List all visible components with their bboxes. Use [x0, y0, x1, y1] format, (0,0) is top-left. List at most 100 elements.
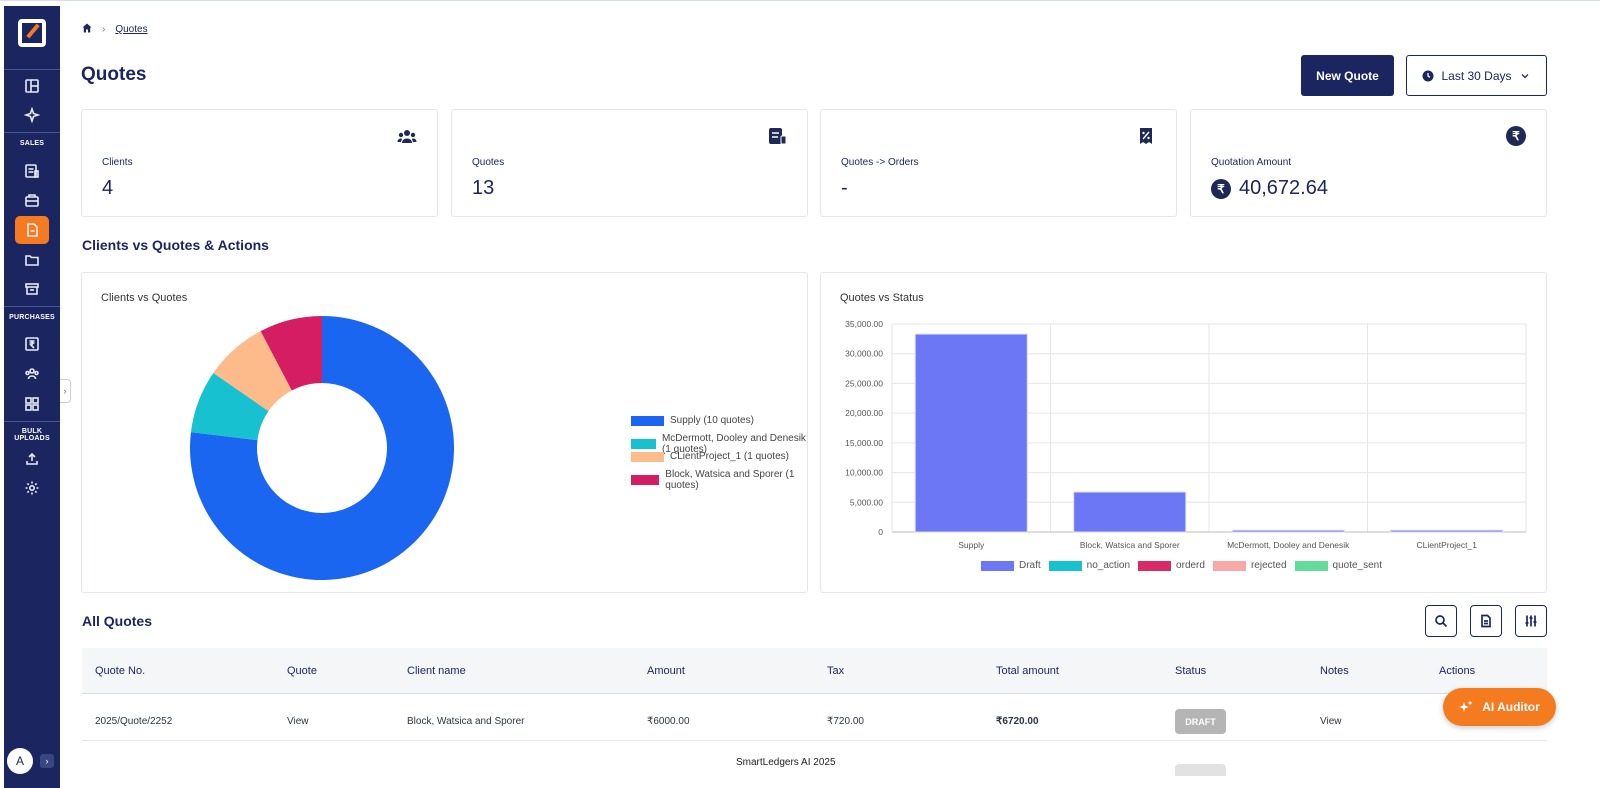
sidebar-item-settings[interactable] — [15, 474, 49, 502]
ai-auditor-label: AI Auditor — [1482, 700, 1540, 714]
invoice-icon — [25, 164, 39, 178]
legend-item[interactable]: Block, Watsica and Sporer (1 quotes) — [631, 469, 807, 491]
legend-swatch — [631, 451, 664, 462]
legend-swatch — [1294, 560, 1328, 571]
chart-title: Clients vs Quotes — [101, 292, 188, 304]
briefcase-icon — [25, 194, 39, 207]
column-header[interactable]: Tax — [827, 665, 845, 677]
legend-swatch — [1048, 560, 1082, 571]
new-quote-button[interactable]: New Quote — [1301, 55, 1394, 96]
bar[interactable] — [1073, 491, 1187, 533]
column-header[interactable]: Status — [1175, 665, 1207, 677]
breadcrumb-current[interactable]: Quotes — [115, 24, 148, 35]
sidebar-item-ai[interactable] — [15, 101, 49, 129]
charts-section-title: Clients vs Quotes & Actions — [82, 237, 269, 253]
legend-swatch — [631, 439, 656, 449]
chevron-right-icon: › — [102, 24, 106, 35]
percent-receipt-icon — [1140, 128, 1152, 144]
donut-slice[interactable] — [260, 316, 322, 391]
bar[interactable] — [914, 333, 1028, 533]
table-row[interactable]: 2025/Quote/2252 View Block, Watsica and … — [82, 695, 1547, 741]
stat-card-quotation-amount: ₹ Quotation Amount ₹ 40,672.64 — [1190, 109, 1547, 217]
sidebar-item-bills[interactable] — [15, 330, 49, 358]
stat-label: Clients — [102, 157, 133, 168]
upload-icon — [26, 452, 38, 465]
legend-item[interactable]: CLientProject_1 (1 quotes) — [631, 451, 789, 462]
archive-icon — [25, 283, 39, 295]
legend-swatch — [1138, 560, 1172, 571]
column-header[interactable]: Total amount — [996, 665, 1059, 677]
app-logo[interactable] — [18, 19, 46, 47]
date-range-dropdown[interactable]: Last 30 Days — [1406, 55, 1547, 96]
sidebar-section-sales: SALES — [19, 140, 45, 147]
legend-item[interactable]: rejected — [1212, 560, 1287, 571]
sidebar-item-folders[interactable] — [15, 246, 49, 274]
legend-swatch — [631, 475, 660, 485]
y-tick-label: 20,000.00 — [845, 408, 883, 418]
home-icon[interactable] — [82, 23, 92, 36]
sidebar-item-vendors[interactable] — [15, 360, 49, 388]
x-tick-label: CLientProject_1 — [1417, 540, 1478, 550]
chevron-down-icon — [1521, 73, 1528, 78]
y-tick-label: 30,000.00 — [845, 349, 883, 359]
stat-value: 4 — [102, 177, 114, 199]
legend-item[interactable]: no_action — [1048, 560, 1131, 571]
rupee-icon: ₹ — [1506, 126, 1526, 146]
sidebar-item-invoices[interactable] — [15, 157, 49, 185]
document-icon — [1481, 614, 1491, 628]
quotes-vs-status-panel: Quotes vs Status 0 5,000.00 10,000.00 15,00… — [820, 272, 1547, 593]
legend-label: Draft — [1019, 560, 1041, 571]
ai-auditor-button[interactable]: AI Auditor — [1443, 688, 1556, 726]
grid-icon — [25, 397, 39, 411]
column-header[interactable]: Quote No. — [95, 665, 146, 677]
search-button[interactable] — [1425, 605, 1457, 637]
legend-label: no_action — [1086, 560, 1131, 571]
legend-label: quote_sent — [1332, 560, 1383, 571]
donut-slice[interactable] — [213, 331, 292, 412]
donut-slice[interactable] — [189, 316, 454, 580]
clients-vs-quotes-panel: Clients vs Quotes Supply (10 quotes) McDe… — [81, 272, 808, 593]
column-header[interactable]: Notes — [1320, 665, 1349, 677]
sidebar-item-archive[interactable] — [15, 275, 49, 303]
cell-client: Block, Watsica and Sporer — [407, 716, 525, 727]
chart-title: Quotes vs Status — [840, 292, 924, 304]
quote-document-icon — [27, 223, 38, 237]
filter-button[interactable] — [1515, 605, 1547, 637]
sidebar: SALES PURCHASES BULK UPLOADS A › — [4, 6, 60, 788]
stat-value: - — [841, 177, 848, 199]
cell-quote-view-link[interactable]: View — [287, 716, 309, 727]
sidebar-expand-icon[interactable]: › — [40, 754, 54, 768]
sidebar-item-orders[interactable] — [15, 186, 49, 214]
bar[interactable] — [1390, 529, 1504, 533]
column-header[interactable]: Client name — [407, 665, 466, 677]
cell-tax: ₹720.00 — [827, 716, 864, 727]
column-header[interactable]: Amount — [647, 665, 685, 677]
folder-icon — [25, 255, 39, 266]
legend-item[interactable]: orderd — [1138, 560, 1205, 571]
y-tick-label: 10,000.00 — [845, 468, 883, 478]
stat-value-amount: ₹ 40,672.64 — [1211, 177, 1328, 200]
stat-value: 13 — [472, 177, 495, 199]
column-header[interactable]: Quote — [287, 665, 317, 677]
bar[interactable] — [1231, 529, 1345, 533]
sidebar-item-quotes[interactable] — [15, 216, 49, 244]
avatar[interactable]: A — [7, 748, 33, 774]
legend-item[interactable]: McDermott, Dooley and Denesik (1 quotes) — [631, 433, 807, 455]
legend-item[interactable]: Draft — [981, 560, 1041, 571]
footer: SmartLedgers AI 2025 — [736, 757, 836, 768]
cell-total: ₹6720.00 — [996, 716, 1039, 727]
donut-slice[interactable] — [190, 373, 269, 441]
sidebar-item-apps[interactable] — [15, 390, 49, 418]
column-header[interactable]: Actions — [1439, 665, 1476, 677]
legend-label: Supply (10 quotes) — [670, 415, 754, 426]
breadcrumb: › Quotes — [82, 23, 148, 36]
legend-item[interactable]: quote_sent — [1294, 560, 1383, 571]
export-button[interactable] — [1470, 605, 1502, 637]
sidebar-item-upload[interactable] — [15, 445, 49, 473]
sidebar-toggle-icon[interactable]: › — [60, 379, 71, 403]
cell-notes-view-link[interactable]: View — [1320, 716, 1342, 727]
legend-item[interactable]: Supply (10 quotes) — [631, 415, 754, 426]
stat-card-clients: Clients 4 — [81, 109, 438, 217]
sidebar-item-dashboard[interactable] — [15, 72, 49, 100]
rupee-icon: ₹ — [1211, 178, 1231, 199]
